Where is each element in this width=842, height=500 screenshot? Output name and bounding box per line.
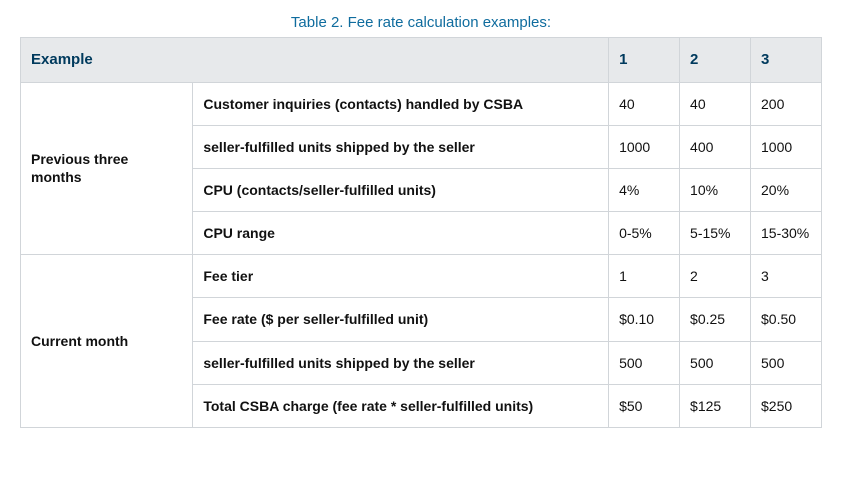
cell-value: 1000	[609, 125, 680, 168]
table-row: Current month Fee tier 1 2 3	[21, 255, 822, 298]
metric-label: seller-fulfilled units shipped by the se…	[193, 125, 609, 168]
cell-value: 500	[680, 341, 751, 384]
cell-value: 500	[609, 341, 680, 384]
metric-label: Total CSBA charge (fee rate * seller-ful…	[193, 384, 609, 427]
cell-value: 5-15%	[680, 212, 751, 255]
cell-value: 20%	[751, 168, 822, 211]
fee-table: Example 1 2 3 Previous three months Cust…	[20, 37, 822, 428]
metric-label: CPU range	[193, 212, 609, 255]
metric-label: Customer inquiries (contacts) handled by…	[193, 82, 609, 125]
header-example-3: 3	[751, 38, 822, 83]
metric-label: seller-fulfilled units shipped by the se…	[193, 341, 609, 384]
header-example-1: 1	[609, 38, 680, 83]
cell-value: 1000	[751, 125, 822, 168]
cell-value: 500	[751, 341, 822, 384]
cell-value: 15-30%	[751, 212, 822, 255]
cell-value: 4%	[609, 168, 680, 211]
cell-value: $125	[680, 384, 751, 427]
table-header-row: Example 1 2 3	[21, 38, 822, 83]
cell-value: $0.50	[751, 298, 822, 341]
cell-value: 40	[680, 82, 751, 125]
metric-label: CPU (contacts/seller-fulfilled units)	[193, 168, 609, 211]
cell-value: 2	[680, 255, 751, 298]
cell-value: $0.25	[680, 298, 751, 341]
cell-value: 200	[751, 82, 822, 125]
cell-value: $250	[751, 384, 822, 427]
cell-value: $50	[609, 384, 680, 427]
cell-value: 3	[751, 255, 822, 298]
metric-label: Fee rate ($ per seller-fulfilled unit)	[193, 298, 609, 341]
cell-value: 10%	[680, 168, 751, 211]
cell-value: 1	[609, 255, 680, 298]
section-label-previous-three-months: Previous three months	[21, 82, 193, 255]
table-caption: Table 2. Fee rate calculation examples:	[20, 14, 822, 31]
cell-value: 40	[609, 82, 680, 125]
header-example-label: Example	[21, 38, 609, 83]
metric-label: Fee tier	[193, 255, 609, 298]
table-row: Previous three months Customer inquiries…	[21, 82, 822, 125]
cell-value: 400	[680, 125, 751, 168]
cell-value: $0.10	[609, 298, 680, 341]
section-label-current-month: Current month	[21, 255, 193, 428]
page: Table 2. Fee rate calculation examples: …	[0, 0, 842, 500]
cell-value: 0-5%	[609, 212, 680, 255]
header-example-2: 2	[680, 38, 751, 83]
